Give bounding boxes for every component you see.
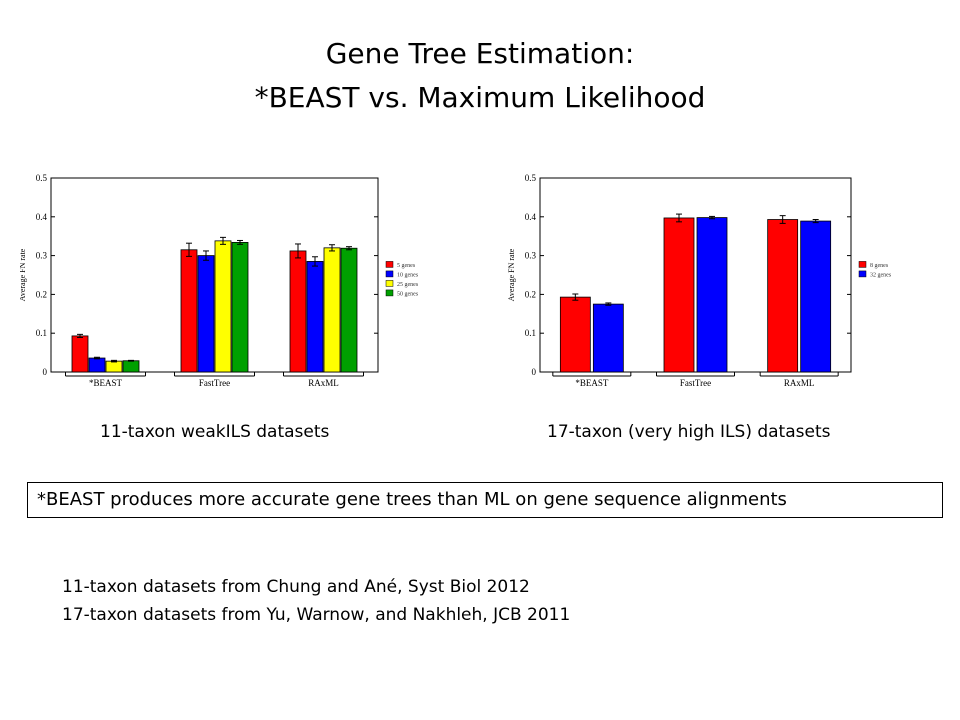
slide-title-line1: Gene Tree Estimation: bbox=[325, 37, 635, 70]
bar-raxml-s3 bbox=[340, 247, 358, 373]
bar-fasttree-s2 bbox=[214, 240, 232, 373]
y-tick-label: 0.4 bbox=[36, 212, 48, 222]
x-tick-label: *BEAST bbox=[89, 378, 123, 388]
bar-fasttree-s3 bbox=[231, 242, 249, 373]
y-axis-label: Average FN rate bbox=[20, 248, 27, 301]
y-tick-label: 0.4 bbox=[525, 212, 537, 222]
y-tick-label: 0.2 bbox=[525, 289, 536, 299]
y-tick-label: 0.1 bbox=[525, 328, 536, 338]
y-tick-label: 0.3 bbox=[36, 251, 48, 261]
x-tick-label: *BEAST bbox=[575, 378, 609, 388]
bar-beast-s0 bbox=[559, 296, 591, 373]
y-tick-label: 0 bbox=[532, 367, 537, 377]
legend-swatch bbox=[385, 289, 394, 297]
y-tick-label: 0.3 bbox=[525, 251, 537, 261]
slide-title-line2: *BEAST vs. Maximum Likelihood bbox=[254, 81, 706, 114]
bar-raxml-s0 bbox=[289, 250, 307, 373]
legend-swatch bbox=[385, 270, 394, 278]
x-tick-label: FastTree bbox=[680, 378, 711, 388]
legend-label: 10 genes bbox=[397, 272, 419, 278]
plot-frame bbox=[539, 177, 852, 373]
legend-swatch bbox=[858, 261, 867, 268]
legend-label: 5 genes bbox=[397, 263, 416, 269]
x-tick-label: RAxML bbox=[308, 378, 339, 388]
bar-fasttree-s0 bbox=[180, 249, 198, 373]
x-tick-label: RAxML bbox=[784, 378, 815, 388]
legend-swatch bbox=[858, 270, 867, 278]
legend-label: 50 genes bbox=[397, 291, 419, 297]
bar-raxml-s0 bbox=[767, 219, 799, 373]
bar-beast-s2 bbox=[105, 360, 123, 373]
chart-caption-17-taxon: 17-taxon (very high ILS) datasets bbox=[547, 422, 831, 442]
chart-caption-11-taxon: 11-taxon weakILS datasets bbox=[100, 422, 330, 442]
reference-line-1: 11-taxon datasets from Chung and Ané, Sy… bbox=[62, 577, 530, 597]
y-tick-label: 0.5 bbox=[525, 173, 537, 183]
legend-swatch bbox=[385, 280, 394, 287]
legend-label: 32 genes bbox=[870, 272, 892, 278]
y-tick-label: 0.1 bbox=[36, 328, 47, 338]
bar-raxml-s2 bbox=[323, 247, 341, 373]
bar-beast-s1 bbox=[592, 303, 624, 373]
legend-label: 8 genes bbox=[870, 263, 889, 269]
y-tick-label: 0.5 bbox=[36, 173, 48, 183]
conclusion-callout: *BEAST produces more accurate gene trees… bbox=[27, 482, 943, 518]
legend-swatch bbox=[385, 261, 394, 268]
x-tick-label: FastTree bbox=[199, 378, 230, 388]
plot-frame bbox=[50, 177, 379, 373]
y-axis-label: Average FN rate bbox=[507, 248, 516, 301]
bar-fasttree-s0 bbox=[663, 217, 695, 373]
bar-beast-s1 bbox=[88, 357, 106, 373]
bar-beast-s0 bbox=[71, 335, 89, 373]
bar-raxml-s1 bbox=[800, 220, 832, 373]
bar-beast-s3 bbox=[122, 360, 140, 373]
reference-line-2: 17-taxon datasets from Yu, Warnow, and N… bbox=[62, 605, 571, 625]
legend-label: 25 genes bbox=[397, 282, 419, 288]
bar-raxml-s1 bbox=[306, 261, 324, 373]
chart-17-taxon: 0 0.1 0.2 0.3 0.4 0.5 Average FN rate *BEAST Fas… bbox=[507, 173, 892, 388]
y-tick-label: 0 bbox=[43, 367, 48, 377]
bar-fasttree-s1 bbox=[197, 255, 215, 373]
y-tick-label: 0.2 bbox=[36, 289, 47, 299]
bar-fasttree-s1 bbox=[696, 217, 728, 373]
chart-11-taxon: 0 0.1 0.2 0.3 0.4 0.5 Average FN rate *BEAST Fas… bbox=[20, 173, 419, 388]
